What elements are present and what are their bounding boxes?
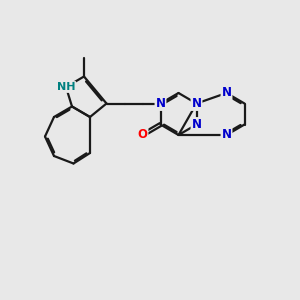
Text: N: N <box>221 86 232 100</box>
Text: NH: NH <box>57 82 75 92</box>
Text: N: N <box>221 128 232 142</box>
Text: N: N <box>155 97 166 110</box>
Text: O: O <box>137 128 148 142</box>
Text: N: N <box>191 118 202 131</box>
Text: N: N <box>191 97 202 110</box>
